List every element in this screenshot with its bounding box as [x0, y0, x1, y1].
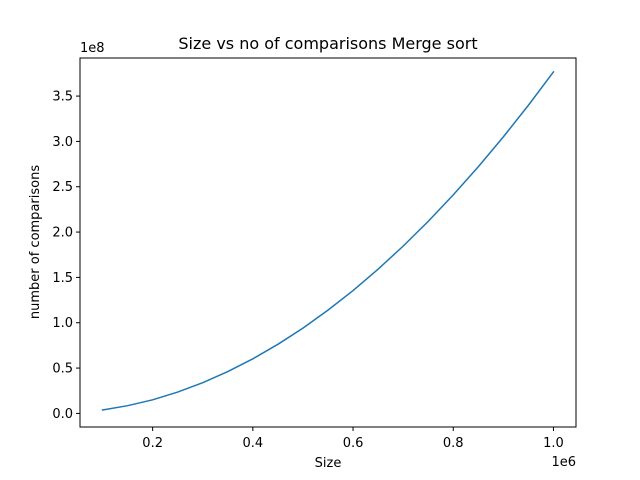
x-tick-label: 0.8 — [443, 436, 464, 451]
y-tick-label: 1.0 — [52, 316, 73, 331]
y-axis-title: number of comparisons — [28, 165, 43, 319]
x-axis-multiplier: 1e6 — [551, 455, 576, 470]
x-tick-label: 0.2 — [142, 436, 163, 451]
chart-title: Size vs no of comparisons Merge sort — [178, 34, 477, 53]
y-tick-label: 3.5 — [52, 90, 73, 105]
x-tick-label: 1.0 — [543, 436, 564, 451]
plot-area: 0.2 0.4 0.6 0.8 1.0 0.0 0.5 1.0 1.5 2.0 2.5 3.0 3.5 — [52, 57, 577, 451]
y-tick-label: 0.5 — [52, 362, 73, 377]
series-line-0 — [101, 70, 555, 411]
y-tick-label: 0.0 — [52, 407, 73, 422]
y-axis-multiplier: 1e8 — [80, 41, 105, 56]
y-tick-label: 2.0 — [52, 226, 73, 241]
y-tick-label: 1.5 — [52, 271, 73, 286]
y-tick-label: 2.5 — [52, 180, 73, 195]
plot-frame — [79, 57, 577, 428]
y-tick-label: 3.0 — [52, 135, 73, 150]
x-axis-ticks: 0.2 0.4 0.6 0.8 1.0 — [142, 427, 564, 451]
series-layer — [101, 70, 555, 411]
x-tick-label: 0.6 — [343, 436, 364, 451]
x-tick-label: 0.4 — [243, 436, 264, 451]
y-axis-ticks: 0.0 0.5 1.0 1.5 2.0 2.5 3.0 3.5 — [52, 90, 80, 422]
x-axis-title: Size — [315, 456, 342, 471]
